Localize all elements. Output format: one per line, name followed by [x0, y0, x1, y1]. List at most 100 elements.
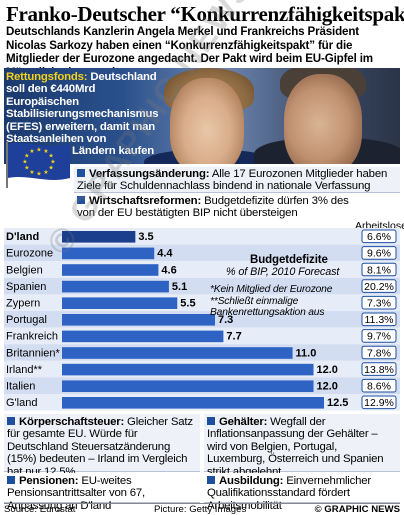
flag-star: ★	[36, 147, 41, 154]
unemployment-box	[361, 362, 397, 376]
flag-star: ★	[24, 153, 29, 160]
unemployment-value: 12.9%	[364, 397, 394, 409]
footer-source: Source: Eurostat	[4, 504, 76, 515]
unemployment-box	[361, 279, 397, 293]
chart-value-label: 12.0	[317, 381, 338, 393]
flag-star: ★	[22, 159, 27, 166]
unemployment-box	[361, 312, 397, 327]
square-bullet-icon	[7, 476, 15, 484]
fund-label: Rettungsfonds:	[6, 71, 88, 83]
unemployment-box	[361, 345, 397, 360]
flag-star: ★	[29, 169, 34, 176]
section-verfassung: Verfassungsänderung: Alle 17 Eurozonen M…	[74, 167, 400, 205]
unemployment-value: 7.3%	[367, 298, 391, 310]
chart-bar	[62, 397, 324, 409]
chart-value-label: 3.5	[138, 231, 153, 243]
chart-bar	[62, 280, 169, 293]
square-bullet-icon	[207, 476, 215, 484]
eu-flag-icon: ★★★★★★★★★ ★ ★★	[6, 142, 70, 188]
section-koerperschaftsteuer: Körperschaftsteuer: Gleicher Satz für ge…	[4, 414, 200, 478]
chart-value-label: 4.6	[161, 264, 176, 276]
chart-title: Budgetdefizite	[250, 254, 328, 266]
section-label: Pensionen:	[19, 475, 79, 487]
section-pensionen: Pensionen: EU-weites Pensionsantrittsalt…	[4, 473, 200, 512]
chart-category-label: Eurozone	[6, 248, 53, 260]
page-title: Franko-Deutscher “Konkurrenzfähigkeitspa…	[6, 2, 404, 26]
section-text: Gleicher Satz für gesamte EU. Würde für …	[7, 416, 193, 478]
footer: Source: Eurostat Picture: Getty Images ©…	[4, 503, 400, 515]
square-bullet-icon	[207, 417, 215, 425]
chart-bar	[62, 231, 136, 243]
square-bullet-icon	[77, 169, 85, 177]
chart-bar	[62, 330, 224, 343]
section-text: EU-weites Pensionsantrittsalter von 67, …	[7, 475, 145, 512]
section-text: Wegfall der Inflationsanpassung der Gehä…	[207, 416, 384, 478]
section-label: Ausbildung:	[219, 475, 284, 487]
chart-category-label: Britannien*	[6, 347, 61, 359]
unemployment-value: 20.2%	[364, 281, 394, 293]
chart-category-label: Frankreich	[6, 331, 58, 343]
unemployment-value: 9.6%	[367, 248, 391, 260]
chart-bar	[62, 347, 293, 359]
chart-category-label: Italien	[6, 381, 35, 393]
chart-category-label: G'land	[6, 397, 37, 409]
chart-category-label: Spanien	[6, 281, 46, 293]
chart-value-label: 7.7	[226, 331, 241, 343]
chart-value-label: 4.4	[157, 248, 173, 260]
deficit-chart: D'land 3.5 6.6% Eurozone 4.4 9.6% Belgien 4.6 8.…	[4, 228, 400, 411]
flag-star: ★	[36, 171, 41, 178]
section-text: Budgetdefizite dürfen 3% des von der EU …	[77, 195, 349, 220]
unemployment-box	[361, 262, 397, 277]
unemployment-value: 7.8%	[367, 347, 391, 359]
unemployment-value: 6.6%	[367, 231, 391, 243]
section-wirtschaft: Wirtschaftsreformen: Budgetdefizite dürf…	[74, 194, 352, 220]
chart-bar	[62, 380, 314, 392]
flag-star: ★	[43, 148, 48, 155]
unemployment-value: 11.3%	[365, 314, 394, 326]
flag-star: ★	[29, 148, 34, 155]
section-label: Verfassungsänderung:	[89, 168, 210, 180]
unemployment-box	[361, 378, 397, 393]
section-label: Körperschaftsteuer:	[19, 416, 125, 428]
chart-category-label: Portugal	[6, 314, 47, 326]
section-gehaelter: Gehälter: Wegfall der Inflationsanpassun…	[204, 414, 400, 478]
chart-value-label: 5.5	[180, 298, 195, 310]
unemployment-box	[361, 246, 397, 260]
chart-value-label: 12.5	[327, 397, 348, 409]
section-text: Einvernehmlicher Qualifikationsstandard …	[207, 475, 371, 512]
chart-category-label: Irland**	[6, 364, 43, 376]
flag-star: ★	[48, 153, 53, 160]
unemployment-box	[361, 295, 397, 310]
chart-subtitle: % of BIP, 2010 Forecast	[226, 266, 340, 278]
unemployment-box	[361, 329, 397, 343]
flag-star: ★	[48, 165, 53, 172]
chart-value-label: 5.1	[172, 281, 187, 293]
square-bullet-icon	[77, 196, 85, 204]
chart-bar	[62, 247, 155, 260]
section-label: Gehälter:	[219, 416, 268, 428]
unemployment-box	[361, 395, 397, 410]
chart-category-label: D'land	[6, 231, 39, 243]
chart-value-label: 7.3	[218, 314, 233, 326]
unemployment-value: 9.7%	[367, 331, 391, 343]
flag-star: ★	[43, 169, 48, 176]
section-label: Wirtschaftsreformen:	[89, 195, 202, 207]
unemployment-box	[361, 229, 397, 244]
chart-bar	[62, 363, 314, 376]
footer-picture: Picture: Getty Images	[154, 504, 247, 515]
flag-star: ★	[50, 159, 55, 166]
chart-bar	[62, 264, 159, 276]
unemployment-header-text: Arbeitslose	[355, 220, 404, 232]
square-bullet-icon	[7, 417, 15, 425]
chart-bar	[62, 314, 216, 326]
unemployment-value: 13.8%	[364, 364, 394, 376]
footer-credit: © GRAPHIC NEWS	[314, 504, 400, 515]
chart-value-label: 12.0	[317, 364, 338, 376]
chart-category-label: Belgien	[6, 264, 43, 276]
photo-merkel-sarkozy	[4, 68, 400, 164]
flag-star: ★	[24, 165, 29, 172]
unemployment-value: 8.1%	[367, 264, 391, 276]
chart-category-label: Zypern	[6, 298, 40, 310]
unemployment-value: 8.6%	[367, 381, 391, 393]
chart-bar	[62, 297, 178, 309]
